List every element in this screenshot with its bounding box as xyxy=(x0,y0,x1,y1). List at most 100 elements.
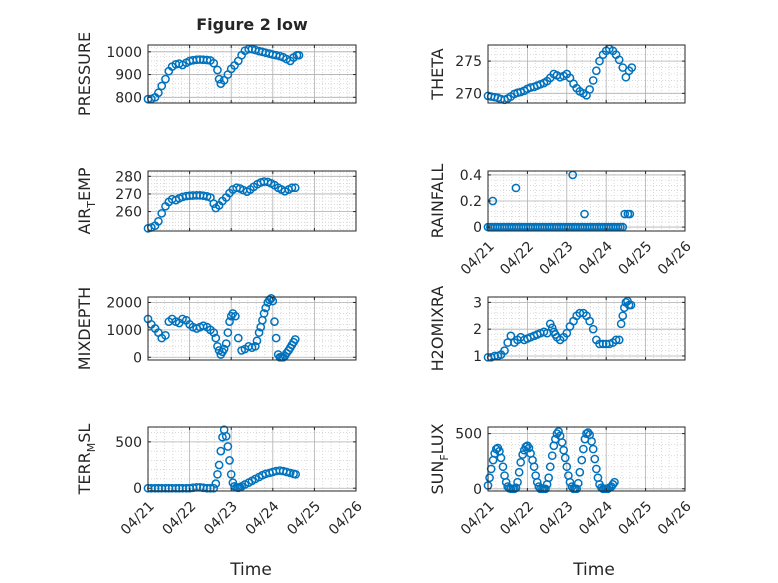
data-point xyxy=(516,457,526,467)
y-tick-label: 800 xyxy=(115,90,142,106)
axes-frame xyxy=(147,170,357,232)
data-point xyxy=(157,81,167,91)
data-point xyxy=(496,453,506,463)
data-point xyxy=(529,462,539,472)
data-point xyxy=(560,453,570,463)
data-point xyxy=(271,333,281,343)
axes-frame xyxy=(147,426,357,492)
data-point xyxy=(554,427,563,436)
axes-frame xyxy=(487,296,686,361)
y-axis-label: TERRMSL xyxy=(75,424,98,496)
plot-area-h2omixra xyxy=(488,297,685,360)
data-point xyxy=(211,333,221,343)
data-point xyxy=(223,328,233,337)
data-point xyxy=(562,328,572,338)
data-point xyxy=(231,311,240,321)
data-point xyxy=(214,74,224,84)
data-point xyxy=(595,56,604,66)
data-point xyxy=(588,324,598,334)
y-tick-label: 500 xyxy=(115,435,142,451)
panel-mixdepth: 0 1000 2000 MIXDEPTH xyxy=(75,287,357,370)
y-tick-label: 500 xyxy=(455,427,482,443)
figure-title: Figure 2 low xyxy=(196,15,308,34)
data-point xyxy=(565,477,575,487)
y-tick-label: 0 xyxy=(133,350,142,366)
y-tick-label: 1000 xyxy=(106,323,142,339)
data-point xyxy=(585,85,595,94)
panel-h2omixra: 1 2 3 H2OMIXRA xyxy=(428,286,686,371)
data-point xyxy=(221,339,231,348)
y-tick-label: 270 xyxy=(115,187,142,203)
y-tick-label: 275 xyxy=(455,54,482,70)
y-tick-label: 0.2 xyxy=(460,194,482,210)
data-point xyxy=(294,50,304,60)
data-point xyxy=(572,484,582,494)
data-point xyxy=(541,484,550,494)
data-point xyxy=(557,438,567,447)
data-point xyxy=(620,209,630,219)
y-tick-label: 2000 xyxy=(106,295,142,311)
y-tick-label: 270 xyxy=(455,86,482,102)
data-point xyxy=(500,346,509,355)
data-point xyxy=(523,441,532,451)
data-point xyxy=(209,199,219,208)
y-axis-label: RAINFALL xyxy=(428,164,447,239)
data-point xyxy=(577,455,587,465)
data-point xyxy=(532,477,542,487)
data-point xyxy=(198,321,208,331)
data-point xyxy=(498,462,508,472)
axes-frame xyxy=(487,426,686,492)
data-point xyxy=(213,65,222,75)
data-point xyxy=(485,473,494,483)
plot-area-pressure xyxy=(148,45,356,103)
data-point xyxy=(611,335,621,345)
data-point xyxy=(223,442,233,451)
data-point xyxy=(209,58,219,68)
data-point xyxy=(511,183,521,193)
data-point xyxy=(154,216,163,226)
data-point xyxy=(614,55,624,65)
data-point xyxy=(627,63,637,72)
data-point xyxy=(545,462,555,472)
data-point xyxy=(157,209,167,218)
data-point xyxy=(592,66,601,76)
axes-frame xyxy=(147,296,357,361)
data-point xyxy=(259,309,269,318)
data-point xyxy=(161,74,170,84)
data-point xyxy=(618,311,628,321)
data-point xyxy=(211,479,221,488)
data-point xyxy=(573,478,583,488)
data-point xyxy=(270,317,279,327)
data-point xyxy=(587,436,596,446)
y-tick-label: 0.4 xyxy=(460,168,482,184)
data-point xyxy=(592,464,601,474)
axes-frame xyxy=(147,44,357,104)
y-tick-label: 2 xyxy=(473,322,482,338)
y-tick-label: 0 xyxy=(133,481,142,497)
data-point xyxy=(578,444,588,454)
y-tick-label: 3 xyxy=(473,295,482,311)
y-axis-label: MIXDEPTH xyxy=(75,287,94,370)
data-point xyxy=(161,330,170,340)
data-point xyxy=(291,469,301,479)
data-point xyxy=(510,484,519,494)
y-tick-label: 900 xyxy=(115,68,142,84)
data-point xyxy=(206,483,215,493)
data-point xyxy=(233,333,243,343)
data-point xyxy=(524,443,534,453)
data-point xyxy=(518,450,528,459)
data-point xyxy=(506,331,516,341)
data-point xyxy=(559,445,568,455)
data-point xyxy=(290,335,300,344)
x-axis-label-left: Time xyxy=(229,560,272,580)
data-point xyxy=(225,456,234,465)
data-point xyxy=(590,454,600,464)
data-point xyxy=(625,209,635,219)
panel-pressure: 800 900 1000 PRESSURE xyxy=(75,32,357,116)
y-axis-label: AIRTEMP xyxy=(75,167,98,234)
data-point xyxy=(209,483,219,493)
data-point xyxy=(547,323,557,333)
panel-theta: 270 275 THETA xyxy=(428,44,686,105)
data-point xyxy=(626,300,636,310)
y-tick-label: 0 xyxy=(473,482,482,498)
